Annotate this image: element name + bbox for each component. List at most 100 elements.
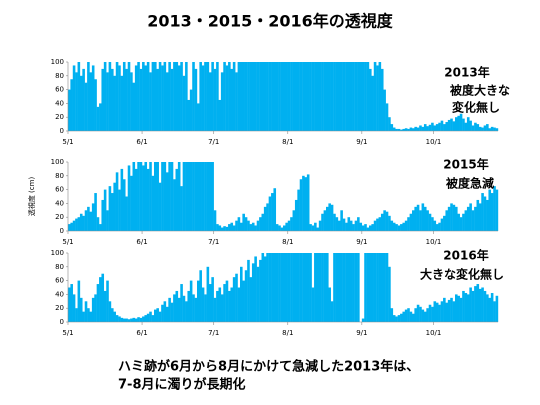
bar	[287, 220, 291, 231]
bar	[459, 217, 463, 231]
bar	[423, 124, 427, 131]
bar	[218, 287, 222, 322]
x-tick-label: 9/1	[356, 329, 367, 337]
annotation: 被度急減	[446, 176, 494, 191]
bar	[122, 318, 126, 322]
bar	[392, 222, 396, 231]
bar	[192, 162, 195, 231]
bar	[309, 224, 312, 231]
bar	[256, 62, 260, 131]
bar	[237, 287, 241, 322]
bar	[125, 196, 128, 231]
bar	[163, 301, 167, 322]
x-tick-label: 7/1	[208, 238, 219, 246]
bar	[416, 304, 420, 322]
bar	[223, 62, 226, 131]
bar	[340, 62, 343, 131]
bar	[414, 126, 417, 131]
bar	[469, 120, 472, 131]
bar	[445, 210, 449, 231]
bar	[388, 117, 391, 131]
bar	[185, 62, 188, 131]
bar	[378, 217, 382, 231]
bar	[137, 317, 140, 322]
y-tick-label: 20	[55, 113, 64, 121]
bar	[79, 297, 83, 322]
bar	[302, 253, 305, 322]
bar	[235, 72, 238, 131]
x-tick-label: 6/1	[136, 138, 147, 146]
bar	[139, 162, 143, 231]
bar	[476, 124, 480, 131]
y-tick-label: 100	[51, 249, 64, 257]
bar	[369, 68, 372, 131]
bar	[314, 62, 317, 131]
bar	[72, 65, 76, 131]
bar	[447, 299, 451, 322]
bar	[433, 301, 437, 322]
bar	[314, 222, 317, 231]
y-tick-label: 0	[60, 318, 64, 326]
bar	[481, 287, 484, 322]
bar	[94, 193, 97, 231]
bar	[366, 253, 370, 322]
bar	[435, 224, 439, 231]
bar	[455, 294, 458, 322]
bar	[170, 302, 174, 322]
bar	[108, 186, 112, 231]
bar	[261, 62, 265, 131]
bar	[189, 162, 193, 231]
bar	[94, 294, 97, 322]
bar	[400, 129, 403, 131]
bar	[237, 62, 241, 131]
bar	[299, 62, 303, 131]
bar	[392, 315, 396, 322]
bar	[404, 309, 408, 322]
bar	[79, 213, 83, 231]
bar	[151, 315, 155, 322]
bar	[347, 62, 351, 131]
bar	[220, 227, 224, 231]
x-tick-label: 10/1	[426, 138, 442, 146]
bar	[158, 311, 162, 322]
bar	[294, 62, 298, 131]
x-tick-label: 8/1	[282, 329, 293, 337]
bar	[134, 168, 138, 231]
y-axis-label: 透視度 (cm)	[27, 177, 36, 217]
bar	[108, 62, 112, 131]
bar	[91, 65, 95, 131]
bar	[347, 217, 351, 231]
bar	[149, 162, 152, 231]
bar	[316, 253, 320, 322]
bar	[225, 226, 229, 231]
bar	[428, 304, 432, 322]
bar	[299, 253, 303, 322]
bar	[194, 297, 198, 322]
bar	[182, 295, 186, 322]
bar	[127, 62, 131, 131]
bar	[380, 253, 384, 322]
bar	[481, 193, 484, 231]
bar	[361, 225, 365, 231]
bar	[402, 311, 406, 322]
bar	[251, 222, 255, 231]
bar	[139, 68, 143, 131]
bar	[326, 206, 329, 231]
bar	[111, 193, 114, 231]
bar	[197, 103, 200, 131]
bar	[426, 126, 429, 131]
bar	[125, 318, 128, 322]
bar	[187, 99, 191, 131]
bar	[361, 318, 365, 322]
bar	[113, 182, 116, 231]
bar	[423, 311, 427, 322]
bar	[120, 317, 124, 322]
bar	[455, 206, 458, 231]
bar	[204, 162, 207, 231]
bar	[318, 220, 322, 231]
bar	[182, 75, 186, 131]
bar	[177, 162, 181, 231]
bar	[354, 62, 358, 131]
bar	[249, 224, 253, 231]
bar	[371, 253, 374, 322]
